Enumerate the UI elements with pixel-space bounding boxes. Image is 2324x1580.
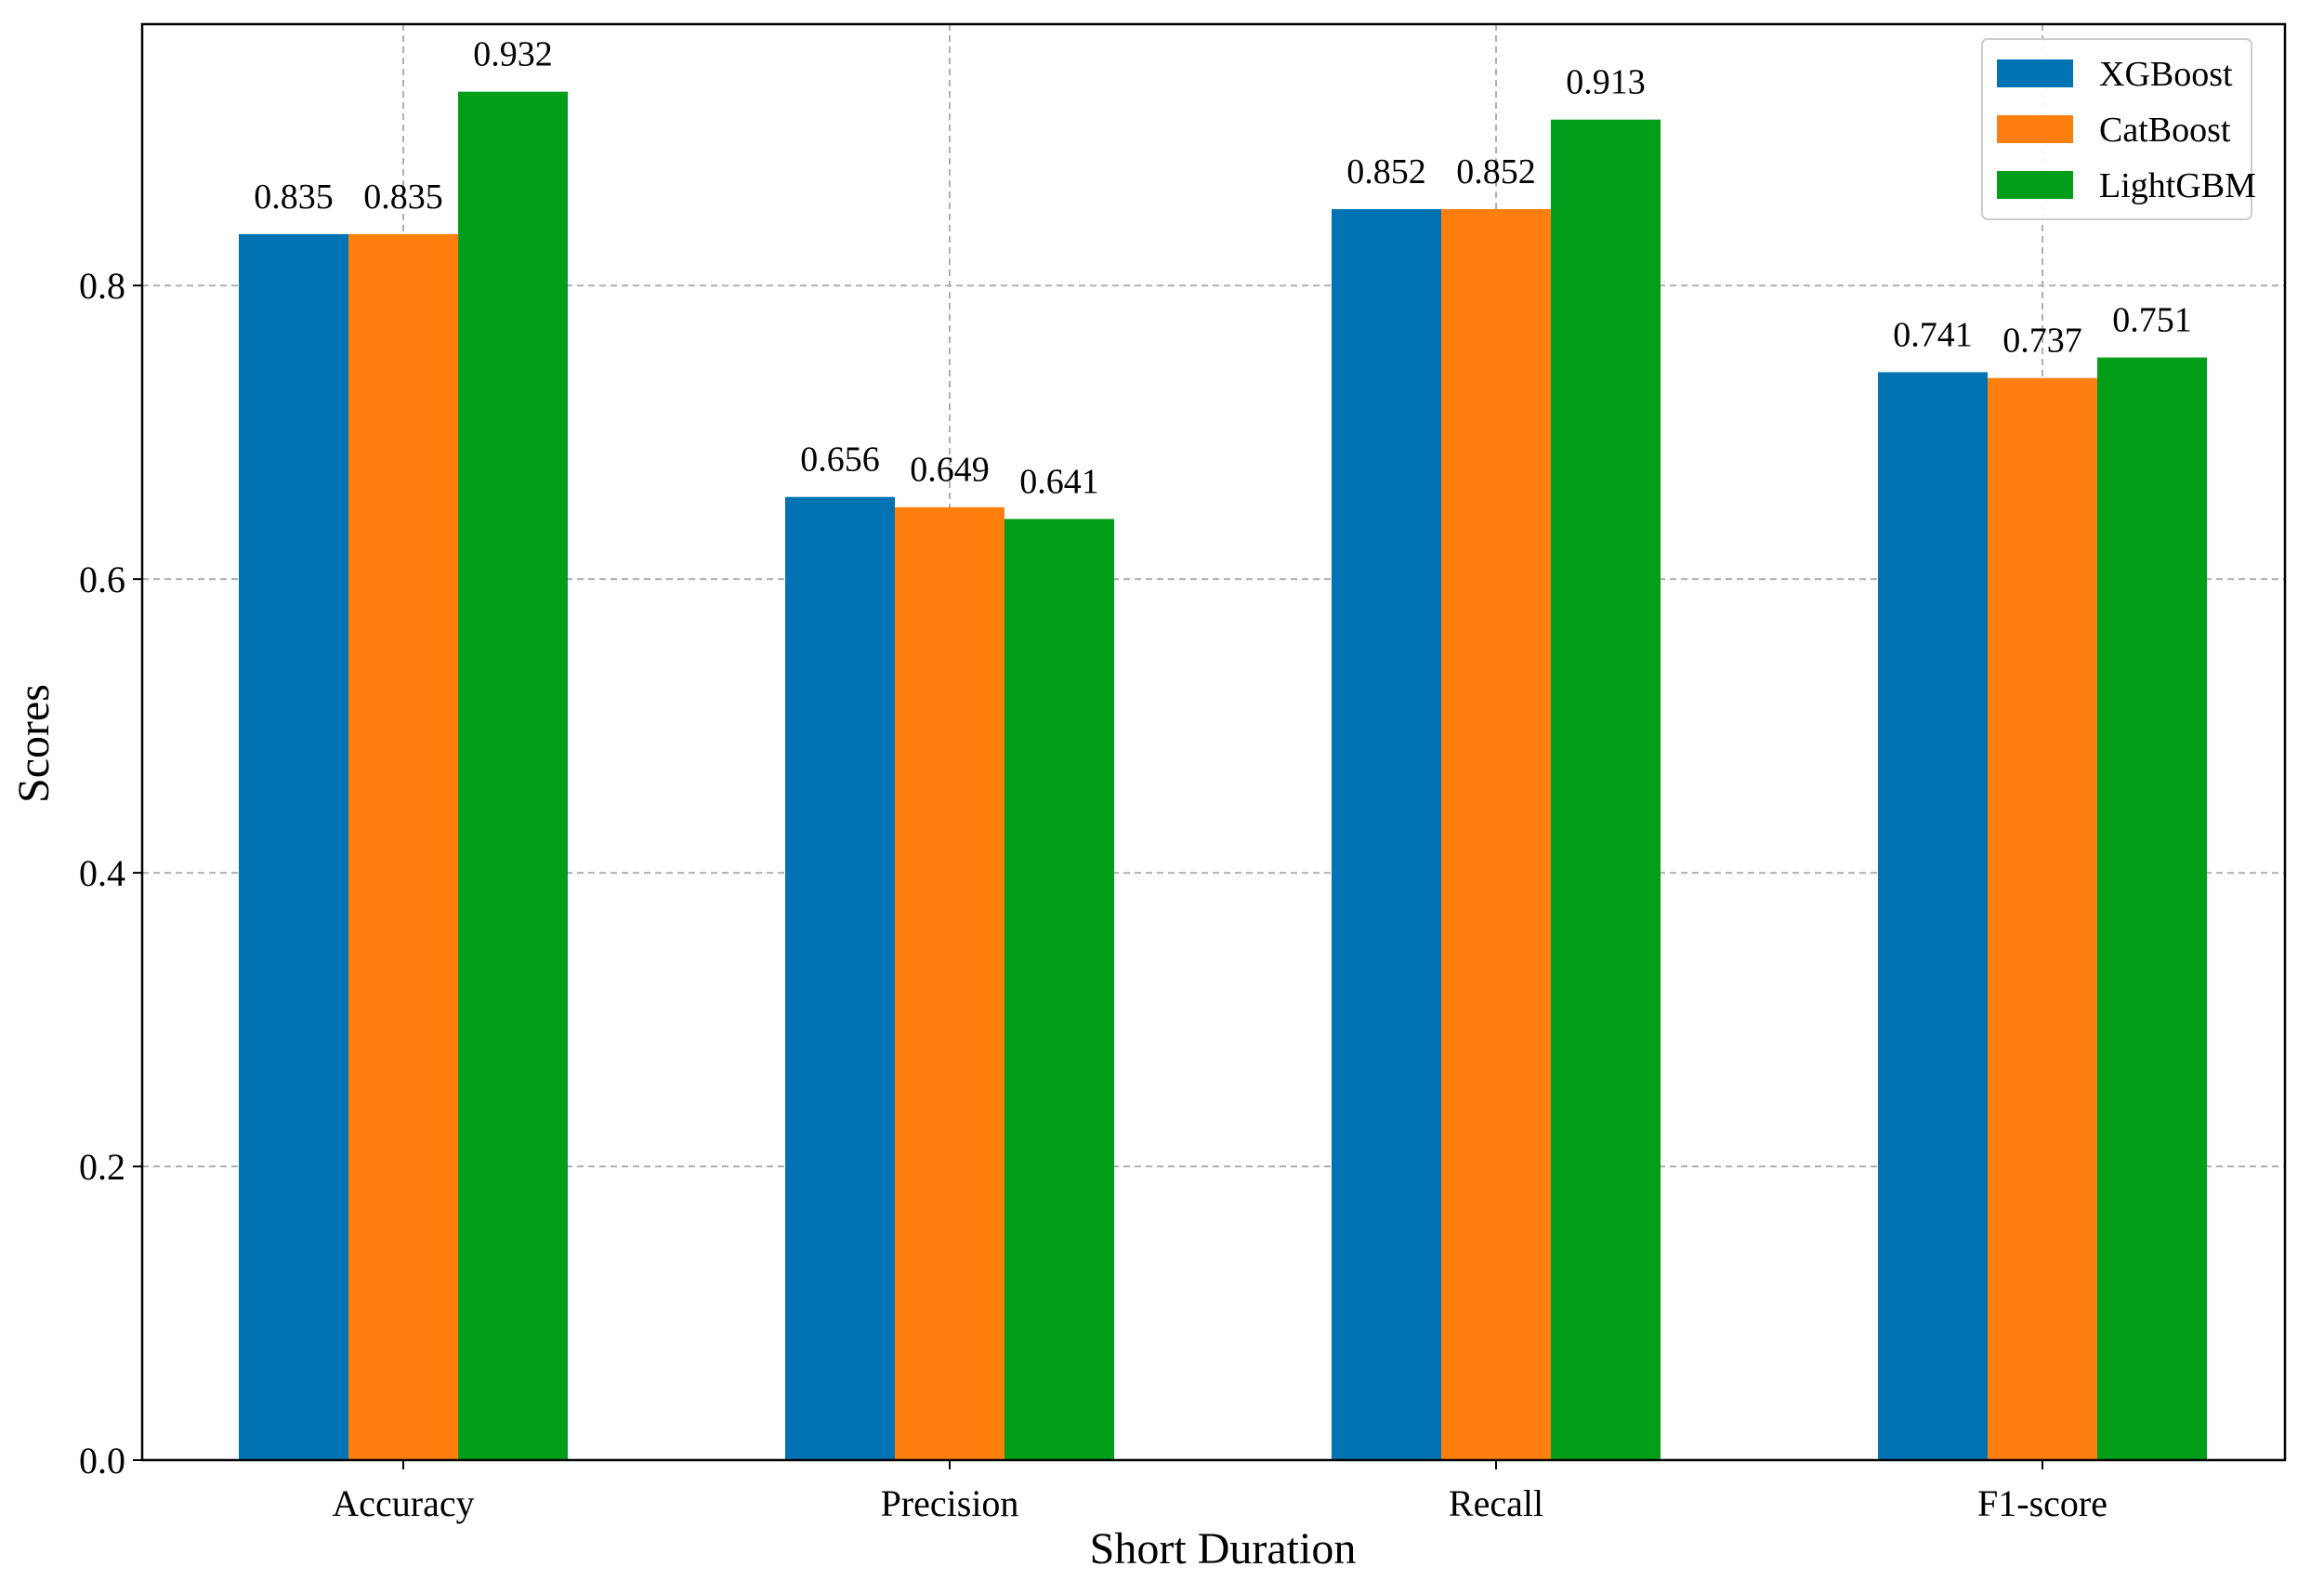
bar [1551, 119, 1661, 1460]
y-axis-title: Scores [9, 684, 59, 803]
bar [895, 507, 1004, 1460]
bar [1004, 519, 1114, 1460]
y-tick-label: 0.6 [79, 559, 125, 600]
bar [348, 233, 458, 1460]
bars-layer [239, 91, 2207, 1461]
bar [1332, 209, 1441, 1460]
x-axis-title: Short Duration [1090, 1524, 1357, 1573]
bar [1878, 372, 1988, 1460]
bar [2097, 357, 2207, 1461]
bar [458, 91, 568, 1461]
data-label: 0.835 [254, 178, 334, 217]
legend-label: XGBoost [2099, 55, 2233, 94]
y-tick-label: 0.4 [79, 852, 125, 894]
data-label: 0.737 [2002, 322, 2082, 361]
x-tick-label: Recall [1449, 1482, 1543, 1524]
data-label: 0.741 [1893, 315, 1973, 354]
data-label: 0.913 [1566, 63, 1646, 102]
data-label: 0.649 [910, 451, 990, 490]
y-tick-label: 0.2 [79, 1146, 125, 1188]
y-tick-label: 0.8 [79, 265, 125, 307]
data-label: 0.852 [1346, 152, 1426, 191]
legend: XGBoost CatBoost LightGBM [1981, 38, 2256, 220]
data-label: 0.751 [2112, 301, 2192, 340]
y-tick-label: 0.0 [79, 1440, 125, 1481]
data-label: 0.932 [473, 35, 553, 74]
bar [1441, 209, 1551, 1460]
bar [239, 233, 348, 1460]
legend-swatch [1997, 115, 2073, 143]
x-tick-label: Precision [881, 1482, 1019, 1524]
plot-frame [140, 22, 2287, 1462]
bar [785, 496, 895, 1461]
legend-swatch [1997, 171, 2073, 199]
axes-layer: 0.0 0.2 0.4 0.6 0.8 Accuracy Precision Recall F1… [79, 22, 2287, 1524]
x-tick-label: Accuracy [332, 1482, 474, 1524]
data-labels-layer: 0.835 0.656 0.852 0.741 0.835 0.649 0.852 0.737… [254, 35, 2192, 502]
legend-label: CatBoost [2099, 111, 2231, 150]
data-label: 0.641 [1019, 462, 1099, 501]
bar [1988, 377, 2097, 1461]
legend-swatch [1997, 59, 2073, 87]
legend-label: LightGBM [2099, 166, 2256, 205]
data-label: 0.656 [800, 441, 880, 480]
data-label: 0.852 [1456, 152, 1536, 191]
data-label: 0.835 [363, 178, 443, 217]
x-tick-label: F1-score [1977, 1482, 2107, 1524]
